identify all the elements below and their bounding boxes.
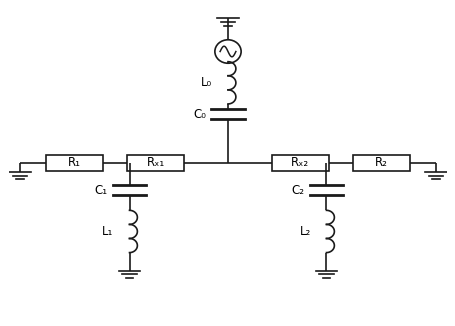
Text: R₁: R₁: [68, 156, 81, 170]
Bar: [127, 155, 184, 171]
Bar: [352, 155, 409, 171]
Bar: [271, 155, 328, 171]
Text: L₁: L₁: [102, 225, 113, 238]
Text: R₂: R₂: [374, 156, 387, 170]
Text: Rₓ₂: Rₓ₂: [291, 156, 308, 170]
Text: C₂: C₂: [291, 184, 304, 197]
Bar: [46, 155, 103, 171]
Text: C₀: C₀: [193, 108, 206, 121]
Text: Rₓ₁: Rₓ₁: [147, 156, 165, 170]
Text: C₁: C₁: [94, 184, 107, 197]
Text: L₂: L₂: [299, 225, 310, 238]
Text: L₀: L₀: [201, 76, 212, 89]
